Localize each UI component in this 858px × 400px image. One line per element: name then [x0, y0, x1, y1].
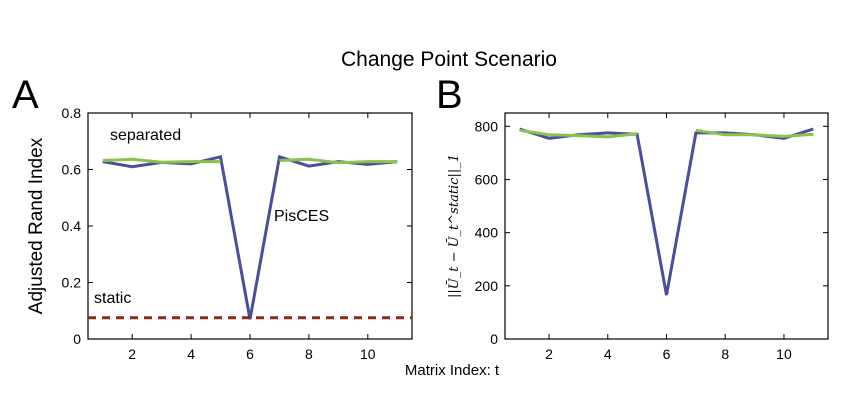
- series-line-2: [279, 157, 398, 165]
- annotation-pisces: PisCES: [274, 208, 329, 225]
- figure-title: Change Point Scenario: [341, 48, 557, 71]
- y-tick-label: 0: [490, 331, 498, 347]
- annotation-static: static: [94, 290, 131, 307]
- annotation-separated: separated: [110, 127, 181, 144]
- x-axis-label: Matrix Index: t: [405, 362, 500, 379]
- x-tick-label: 10: [360, 346, 376, 362]
- y-tick-label: 800: [475, 118, 499, 134]
- y-tick-label: 0.2: [62, 275, 82, 291]
- panel-b-ylabel: ||Ū_t − Ū_t^static||_1: [446, 154, 462, 298]
- panel-a-ylabel: Adjusted Rand Index: [26, 137, 47, 314]
- x-tick-label: 4: [187, 346, 195, 362]
- y-tick-label: 0.6: [62, 162, 82, 178]
- panel-a-letter: A: [12, 73, 39, 117]
- series-line-2: [519, 128, 638, 139]
- x-tick-label: 6: [663, 346, 671, 362]
- x-tick-label: 8: [721, 346, 729, 362]
- y-tick-label: 0: [73, 331, 81, 347]
- x-tick-label: 6: [246, 346, 254, 362]
- x-tick-label: 10: [776, 346, 792, 362]
- y-tick-label: 600: [475, 171, 499, 187]
- x-tick-label: 4: [604, 346, 612, 362]
- x-tick-label: 8: [305, 346, 313, 362]
- panel-a: A Adjusted Rand Index separated PisCES s…: [12, 73, 413, 362]
- x-tick-label: 2: [545, 346, 553, 362]
- y-tick-label: 0.8: [62, 105, 82, 121]
- panel-a-axes: [87, 112, 413, 340]
- series-line-2: [102, 157, 221, 164]
- series-line-2: [695, 128, 814, 138]
- panel-b-letter: B: [436, 73, 463, 117]
- x-tick-label: 2: [128, 346, 136, 362]
- y-tick-label: 400: [475, 225, 499, 241]
- y-tick-label: 0.4: [62, 218, 82, 234]
- y-tick-label: 200: [475, 278, 499, 294]
- panel-b-axes: [504, 112, 829, 340]
- series-line-1: [102, 154, 398, 320]
- panel-b: B ||Ū_t − Ū_t^static||_1 2 4 6 8 10 0 200 400 60…: [436, 73, 829, 362]
- series-line-1: [519, 127, 814, 296]
